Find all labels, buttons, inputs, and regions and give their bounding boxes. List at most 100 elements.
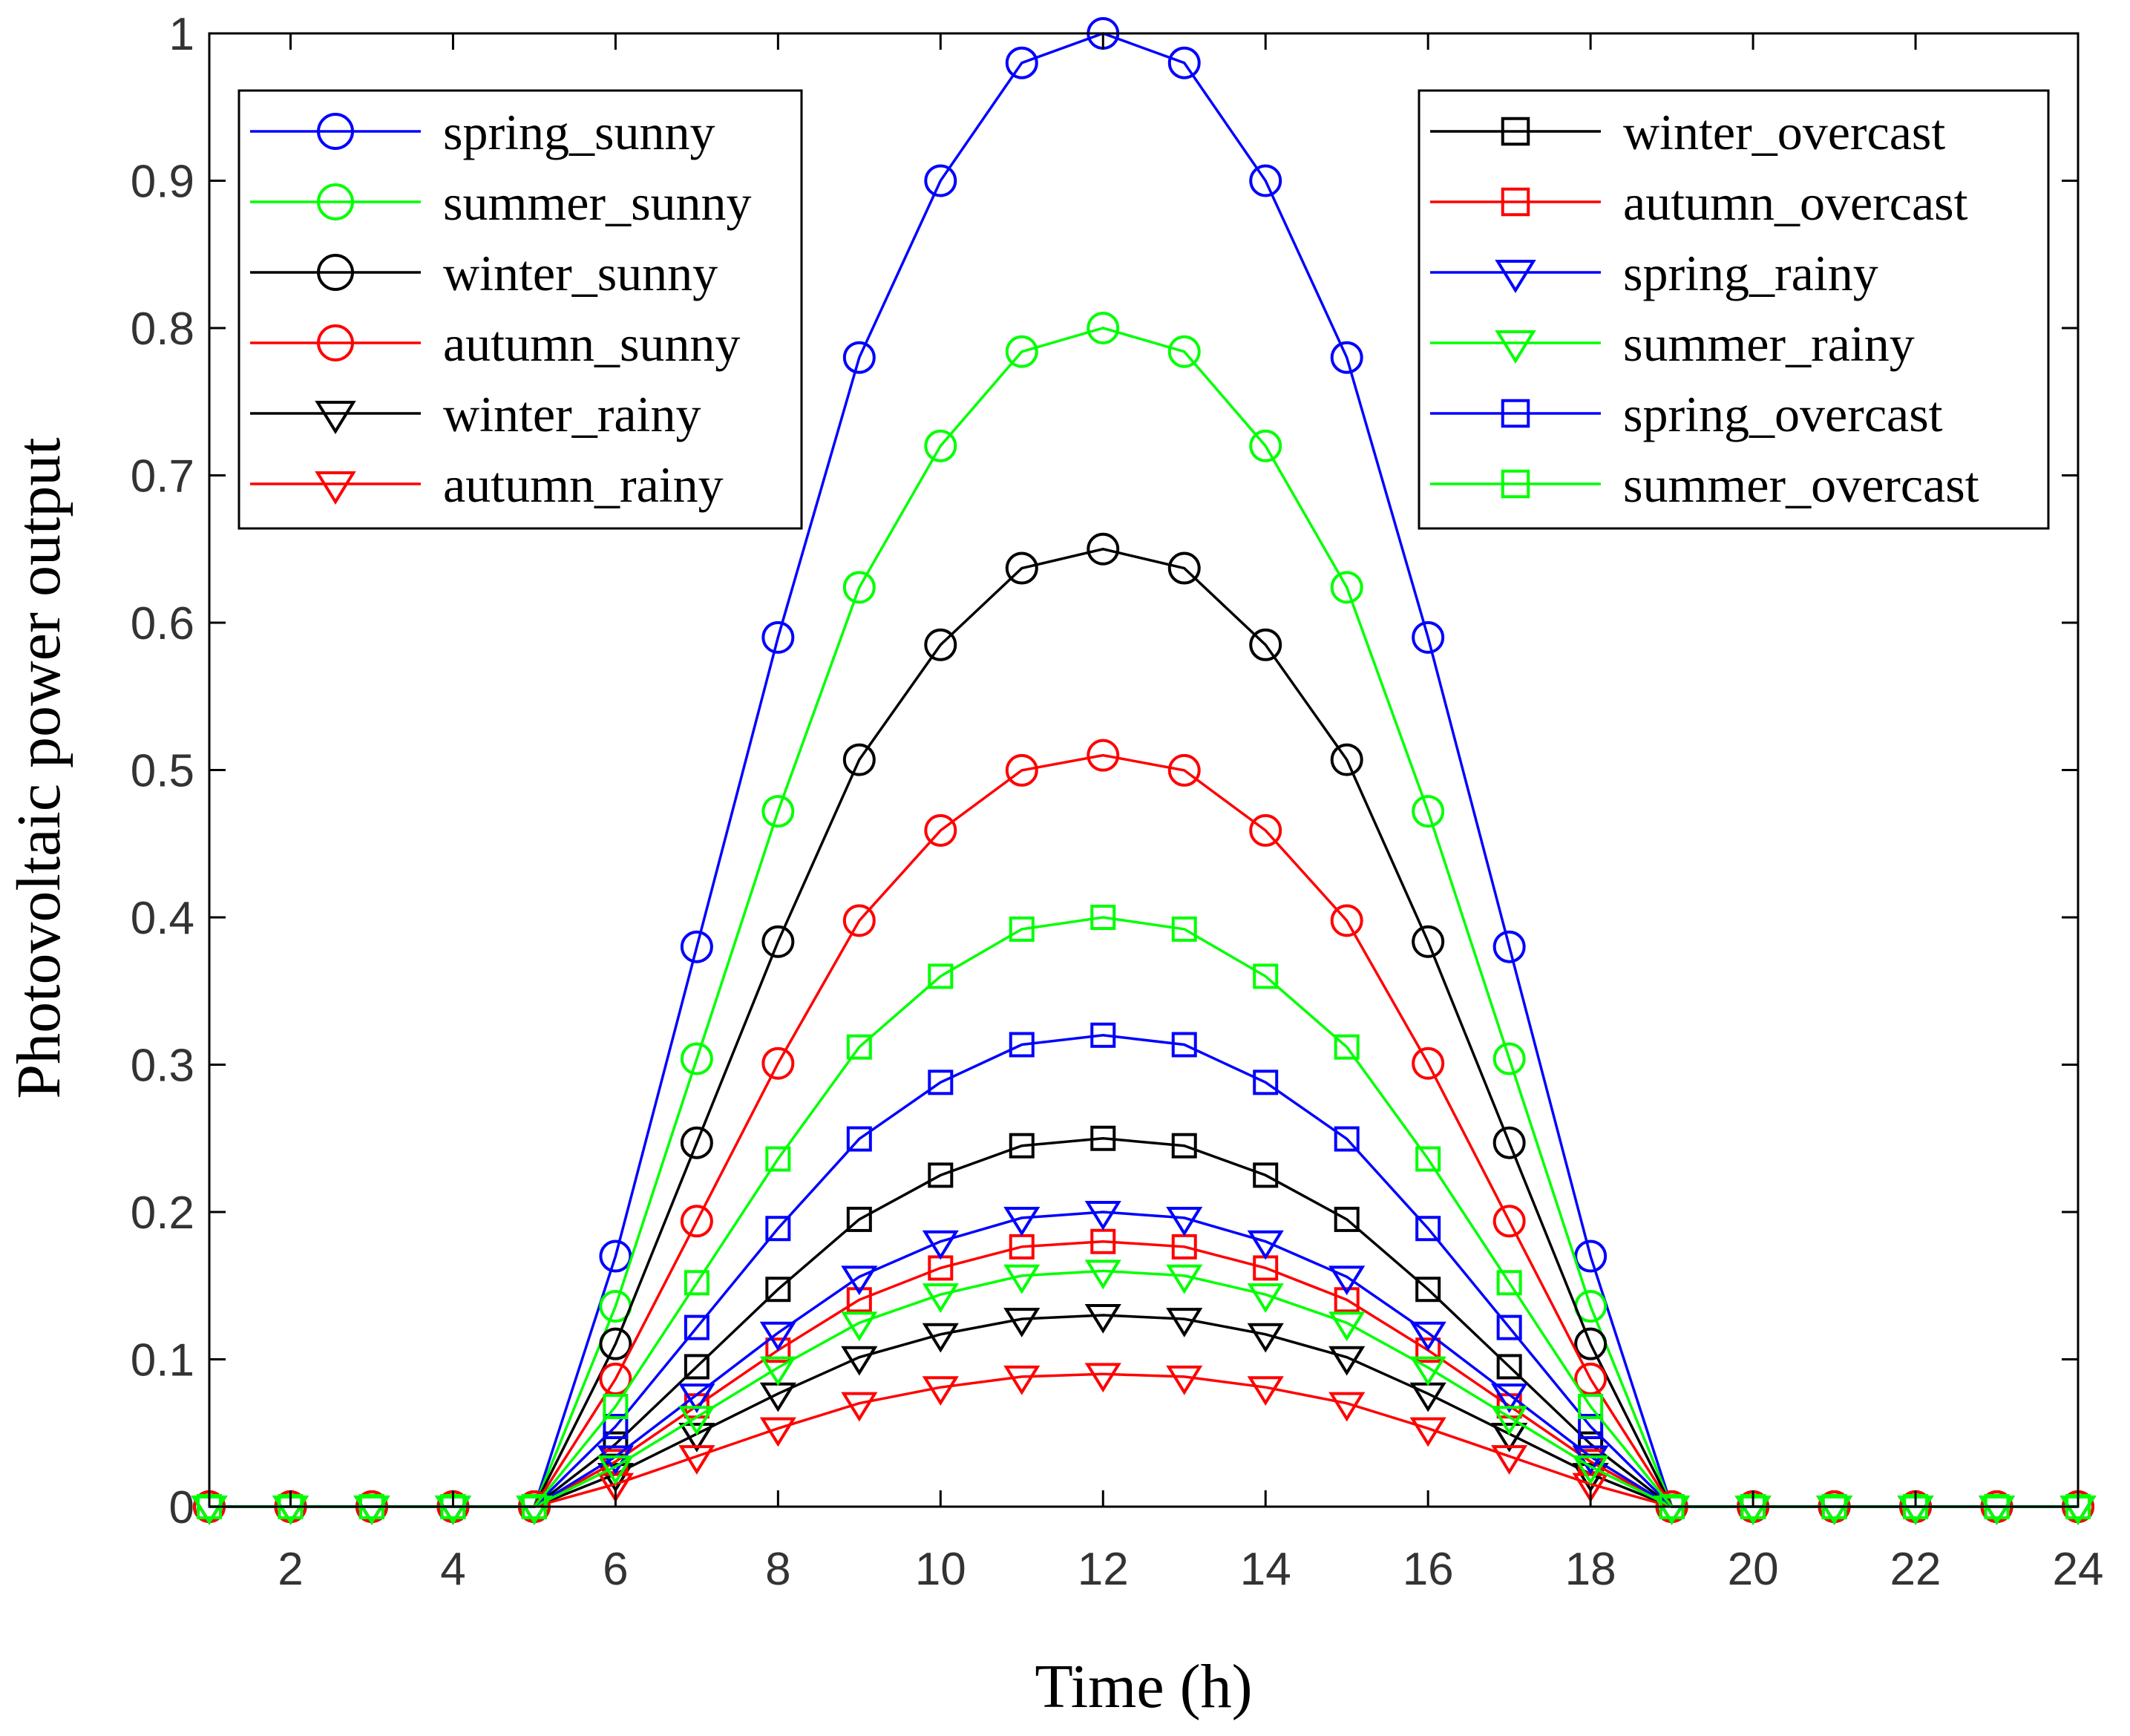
- data-point-summer_overcast-18: [1578, 1394, 1604, 1420]
- data-point-summer_rainy-15: [1328, 1311, 1366, 1342]
- legend-entry-summer_rainy: summer_rainy: [1430, 315, 1915, 372]
- data-point-winter_sunny-15: [1330, 743, 1363, 776]
- data-point-winter_rainy-6: [597, 1463, 634, 1493]
- data-point-summer_rainy-8: [759, 1356, 796, 1386]
- data-point-autumn_sunny-17: [1492, 1205, 1526, 1238]
- data-point-summer_rainy-11: [1003, 1264, 1041, 1294]
- data-point-autumn_sunny-12: [1087, 738, 1120, 772]
- legend-label-autumn_rainy: autumn_rainy: [443, 456, 724, 513]
- legend-marker-spring_overcast: [1501, 399, 1530, 428]
- data-point-summer_overcast-13: [1171, 916, 1197, 942]
- data-point-winter_rainy-9: [841, 1346, 878, 1376]
- data-point-summer_sunny-14: [1249, 429, 1282, 462]
- data-point-spring_rainy-11: [1003, 1206, 1041, 1237]
- legend-label-spring_rainy: spring_rainy: [1623, 245, 1878, 301]
- data-point-summer_sunny-10: [924, 429, 957, 462]
- data-point-autumn_overcast-15: [1334, 1287, 1360, 1313]
- data-point-spring_rainy-12: [1084, 1201, 1121, 1231]
- data-point-spring_overcast-14: [1253, 1070, 1279, 1095]
- legend-marker-winter_rainy: [315, 401, 356, 434]
- legend-entry-winter_sunny: winter_sunny: [250, 245, 718, 301]
- data-point-autumn_rainy-15: [1328, 1392, 1366, 1422]
- data-point-spring_overcast-7: [684, 1314, 710, 1340]
- data-point-winter_overcast-17: [1496, 1354, 1522, 1380]
- data-point-autumn_sunny-11: [1005, 753, 1038, 787]
- y-tick-label: 0.5: [131, 746, 194, 797]
- y-tick-label: 0.7: [131, 451, 194, 502]
- data-point-winter_overcast-13: [1171, 1133, 1197, 1159]
- data-point-autumn_rainy-17: [1491, 1445, 1528, 1475]
- data-point-winter_overcast-9: [846, 1206, 872, 1232]
- data-point-summer_rainy-9: [841, 1311, 878, 1342]
- data-point-autumn_sunny-16: [1412, 1046, 1445, 1080]
- data-point-winter_sunny-16: [1412, 925, 1445, 958]
- data-point-winter_rainy-17: [1491, 1422, 1528, 1452]
- y-tick-label: 0.2: [131, 1188, 194, 1239]
- legend-label-summer_rainy: summer_rainy: [1623, 315, 1915, 372]
- legend-label-winter_sunny: winter_sunny: [443, 245, 718, 301]
- axis-ticks: 2 4 6 8 10 12 14 16 18 20 22 2400.10.20.30.40.50.60…: [131, 9, 2104, 1595]
- x-axis-label: Time (h): [1035, 1652, 1252, 1721]
- data-point-spring_sunny-6: [599, 1239, 632, 1273]
- x-tick-label: 22: [1890, 1544, 1941, 1595]
- legend-entry-autumn_sunny: autumn_sunny: [250, 315, 740, 372]
- x-tick-label: 2: [278, 1544, 303, 1595]
- data-point-winter_sunny-12: [1087, 532, 1120, 566]
- legend-entry-spring_overcast: spring_overcast: [1430, 386, 1943, 442]
- data-point-summer_rainy-18: [1572, 1455, 1609, 1485]
- data-point-winter_rainy-13: [1166, 1308, 1203, 1337]
- data-point-spring_sunny-7: [680, 930, 713, 963]
- data-point-autumn_sunny-9: [842, 904, 876, 937]
- legend-label-spring_overcast: spring_overcast: [1623, 386, 1943, 442]
- legend-marker-summer_rainy: [1495, 330, 1536, 364]
- data-point-spring_overcast-10: [928, 1070, 954, 1095]
- x-tick-label: 6: [603, 1544, 628, 1595]
- data-point-summer_rainy-7: [678, 1406, 715, 1436]
- data-point-spring_rainy-13: [1166, 1206, 1203, 1237]
- data-point-summer_overcast-11: [1009, 916, 1035, 942]
- data-point-autumn_rainy-14: [1247, 1376, 1284, 1406]
- data-point-spring_overcast-13: [1171, 1032, 1197, 1058]
- legend-entry-autumn_overcast: autumn_overcast: [1430, 174, 1968, 231]
- y-tick-label: 0.8: [131, 304, 194, 355]
- data-point-spring_sunny-8: [761, 620, 795, 654]
- legend-box-left: [237, 89, 803, 530]
- data-point-autumn_sunny-8: [761, 1046, 795, 1080]
- data-point-spring_sunny-9: [842, 341, 876, 374]
- data-point-autumn_overcast-9: [846, 1287, 872, 1313]
- data-point-summer_overcast-12: [1090, 905, 1116, 930]
- data-point-autumn_sunny-7: [680, 1205, 713, 1238]
- data-point-spring_sunny-14: [1249, 164, 1282, 197]
- data-point-summer_rainy-12: [1084, 1260, 1121, 1290]
- data-point-spring_rainy-7: [678, 1383, 715, 1413]
- data-point-spring_overcast-12: [1090, 1022, 1116, 1048]
- data-point-autumn_sunny-15: [1330, 904, 1363, 937]
- x-tick-label: 14: [1240, 1544, 1291, 1595]
- data-point-spring_rainy-9: [841, 1265, 878, 1296]
- data-point-summer_rainy-13: [1166, 1264, 1203, 1294]
- data-point-winter_sunny-6: [599, 1327, 632, 1360]
- data-point-autumn_sunny-18: [1574, 1362, 1608, 1395]
- x-tick-label: 16: [1403, 1544, 1454, 1595]
- data-point-spring_sunny-13: [1167, 46, 1201, 79]
- legend-label-winter_overcast: winter_overcast: [1623, 104, 1945, 160]
- legend-label-summer_sunny: summer_sunny: [443, 174, 752, 231]
- data-point-spring_sunny-10: [924, 164, 957, 197]
- data-point-spring_overcast-8: [765, 1216, 791, 1242]
- data-point-summer_overcast-8: [765, 1146, 791, 1172]
- legend-marker-summer_sunny: [317, 183, 354, 220]
- data-point-spring_sunny-18: [1574, 1239, 1608, 1273]
- legend-marker-spring_sunny: [317, 113, 354, 150]
- legend-entry-winter_rainy: winter_rainy: [250, 386, 701, 442]
- legend-label-autumn_sunny: autumn_sunny: [443, 315, 740, 372]
- data-point-spring_rainy-16: [1409, 1321, 1446, 1352]
- data-point-summer_overcast-15: [1334, 1034, 1360, 1060]
- y-tick-label: 1: [169, 9, 194, 60]
- data-point-winter_rainy-12: [1084, 1303, 1121, 1334]
- x-tick-label: 4: [440, 1544, 465, 1595]
- legend-marker-autumn_overcast: [1501, 187, 1530, 217]
- data-point-summer_sunny-9: [842, 571, 876, 604]
- data-point-summer_rainy-10: [922, 1283, 959, 1313]
- data-point-winter_rainy-18: [1572, 1463, 1609, 1493]
